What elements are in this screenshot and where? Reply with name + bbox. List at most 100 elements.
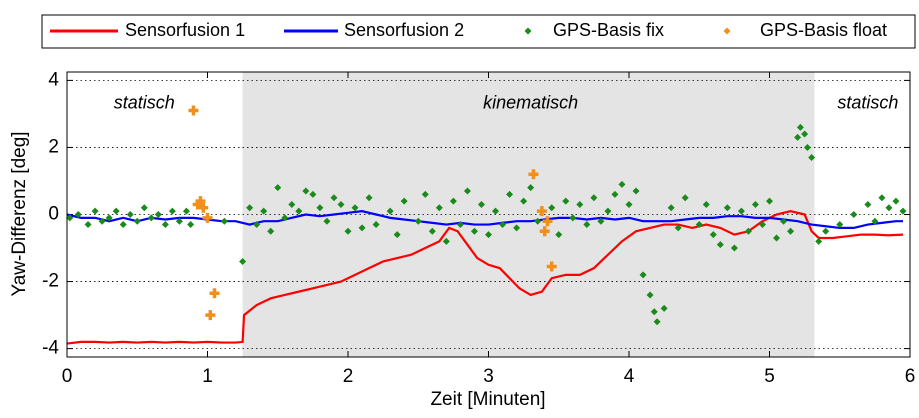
scatter-point bbox=[527, 184, 535, 192]
legend-box bbox=[41, 14, 916, 49]
scatter-point bbox=[716, 241, 724, 249]
legend-label: Sensorfusion 1 bbox=[125, 20, 245, 40]
scatter-point bbox=[758, 221, 766, 229]
scatter-plus bbox=[536, 206, 547, 217]
scatter-point bbox=[766, 197, 773, 205]
y-tick-label: 4 bbox=[48, 69, 59, 90]
scatter-point bbox=[751, 200, 759, 208]
scatter-point bbox=[513, 224, 521, 232]
x-tick-label: 3 bbox=[483, 366, 494, 387]
scatter-point bbox=[386, 207, 394, 215]
scatter-point bbox=[351, 204, 359, 212]
scatter-point bbox=[112, 207, 120, 215]
scatter-point bbox=[660, 304, 668, 312]
scatter-plus bbox=[546, 261, 557, 272]
annotation: statisch bbox=[114, 93, 175, 113]
scatter-point bbox=[796, 123, 804, 131]
scatter-point bbox=[744, 227, 752, 235]
scatter-point bbox=[119, 221, 127, 229]
scatter-point bbox=[187, 221, 195, 229]
scatter-point bbox=[822, 227, 830, 235]
scatter-plus bbox=[188, 105, 199, 116]
scatter-point bbox=[534, 217, 542, 225]
scatter-point bbox=[576, 200, 584, 208]
scatter-point bbox=[147, 214, 155, 222]
scatter-point bbox=[667, 204, 675, 212]
y-tick-label: 2 bbox=[48, 136, 59, 157]
scatter-point bbox=[780, 217, 788, 225]
scatter-point bbox=[84, 221, 92, 229]
scatter-point bbox=[309, 190, 317, 198]
scatter-point bbox=[274, 184, 282, 192]
scatter-point bbox=[253, 221, 261, 229]
scatter-point bbox=[590, 194, 598, 202]
scatter-point bbox=[583, 221, 591, 229]
legend-swatch bbox=[723, 27, 731, 35]
scatter-plus bbox=[198, 202, 209, 213]
scatter-point bbox=[414, 217, 422, 225]
scatter-point bbox=[421, 190, 429, 198]
scatter-plus bbox=[528, 169, 539, 180]
annotation: kinematisch bbox=[483, 93, 578, 113]
x-tick-label: 6 bbox=[905, 366, 916, 387]
scatter-point bbox=[456, 221, 464, 229]
scatter-point bbox=[773, 234, 781, 242]
y-axis-label: Yaw-Differenz [deg] bbox=[9, 131, 30, 296]
x-axis-label: Zeit [Minuten] bbox=[430, 389, 545, 410]
x-tick-label: 0 bbox=[62, 366, 73, 387]
scatter-point bbox=[794, 133, 802, 141]
scatter-point bbox=[709, 231, 717, 239]
scatter-point bbox=[562, 197, 570, 205]
scatter-point bbox=[639, 271, 647, 279]
scatter-plus bbox=[202, 212, 213, 223]
scatter-point bbox=[702, 200, 710, 208]
scatter-plus bbox=[205, 310, 216, 321]
scatter-point bbox=[548, 204, 556, 212]
scatter-plus bbox=[209, 288, 220, 299]
scatter-point bbox=[646, 291, 654, 299]
scatter-point bbox=[597, 217, 605, 225]
scatter-point bbox=[801, 130, 809, 138]
scatter-point bbox=[393, 231, 401, 239]
scatter-point bbox=[330, 194, 338, 202]
scatter-point bbox=[892, 197, 900, 205]
scatter-point bbox=[288, 200, 296, 208]
scatter-point bbox=[74, 211, 82, 218]
scatter-point bbox=[506, 190, 514, 198]
scatter-point bbox=[168, 207, 176, 215]
scatter-point bbox=[787, 227, 795, 235]
scatter-point bbox=[808, 154, 816, 161]
scatter-point bbox=[316, 204, 324, 212]
scatter-point bbox=[850, 211, 858, 218]
scatter-point bbox=[246, 204, 254, 212]
legend-swatch bbox=[524, 27, 532, 35]
scatter-point bbox=[618, 180, 626, 188]
scatter-point bbox=[470, 227, 478, 235]
scatter-point bbox=[803, 143, 811, 151]
scatter-point bbox=[365, 194, 373, 202]
scatter-point bbox=[442, 237, 450, 245]
scatter-point bbox=[899, 207, 907, 215]
scatter-point bbox=[492, 207, 500, 215]
legend-label: GPS-Basis fix bbox=[553, 20, 664, 40]
scatter-point bbox=[435, 204, 443, 212]
scatter-point bbox=[337, 200, 345, 208]
x-tick-label: 5 bbox=[764, 366, 775, 387]
y-tick-label: -4 bbox=[42, 338, 59, 359]
scatter-point bbox=[400, 197, 408, 205]
scatter-point bbox=[653, 318, 661, 326]
scatter-plus bbox=[542, 216, 553, 227]
x-tick-label: 1 bbox=[202, 366, 213, 387]
scatter-point bbox=[267, 227, 275, 235]
scatter-point bbox=[220, 217, 228, 225]
scatter-point bbox=[323, 217, 331, 225]
scatter-point bbox=[477, 200, 485, 208]
y-tick-label: -2 bbox=[42, 271, 59, 292]
scatter-point bbox=[344, 227, 352, 235]
legend-label: GPS-Basis float bbox=[760, 20, 887, 40]
scatter-point bbox=[98, 217, 106, 225]
scatter-point bbox=[499, 221, 507, 229]
scatter-point bbox=[815, 237, 823, 245]
line-series bbox=[66, 210, 904, 345]
annotation: statisch bbox=[837, 93, 898, 113]
